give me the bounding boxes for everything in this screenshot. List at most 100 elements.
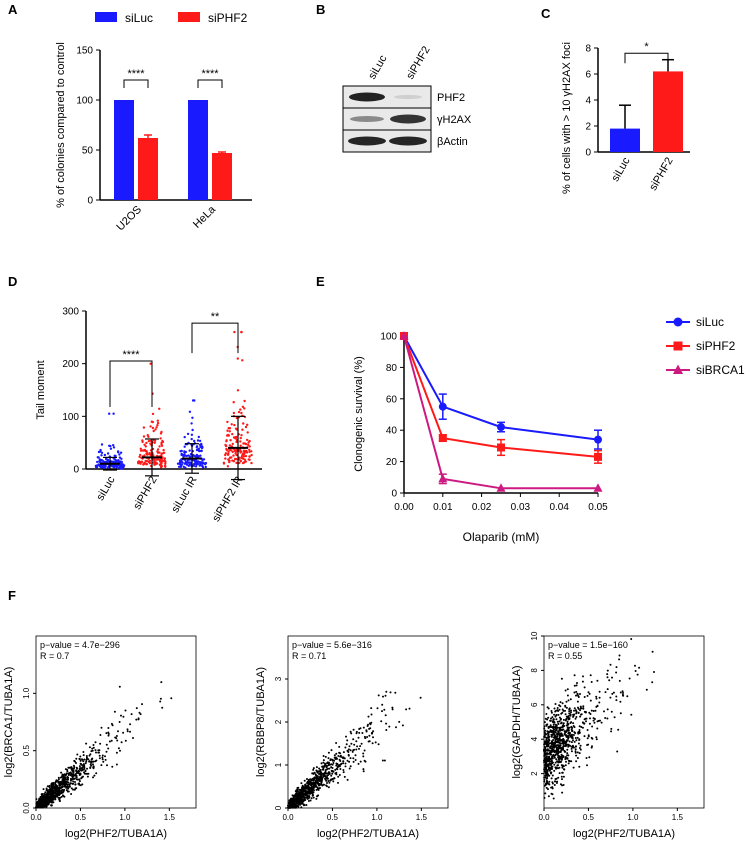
data-point (575, 694, 577, 697)
data-point (550, 772, 552, 775)
y-tick-label: 1 (274, 762, 283, 767)
data-point (162, 448, 165, 452)
data-point (302, 804, 305, 807)
data-point (560, 677, 563, 680)
data-point (556, 707, 559, 709)
data-point (160, 444, 164, 447)
data-point (71, 777, 74, 779)
data-point (325, 779, 328, 782)
data-point (572, 722, 575, 725)
data-point (634, 670, 637, 672)
data-point (95, 751, 97, 754)
x-tick-label: 0.0 (538, 813, 550, 822)
data-point (145, 462, 149, 466)
x-tick-label: siPHF2 IR (210, 474, 245, 523)
data-point (115, 751, 118, 754)
data-point (100, 726, 103, 729)
y-tick-label: 0 (391, 489, 397, 500)
data-point (228, 444, 232, 447)
data-point (101, 756, 104, 759)
data-point (609, 663, 612, 666)
data-point (76, 771, 78, 773)
data-point (94, 741, 97, 744)
data-point (309, 792, 311, 795)
data-point (67, 790, 70, 793)
data-point (561, 791, 564, 794)
data-point (554, 703, 557, 705)
data-point (550, 786, 553, 789)
data-point (87, 758, 90, 761)
data-point (353, 743, 356, 746)
data-point (556, 726, 559, 729)
data-point (543, 734, 546, 737)
data-point (588, 711, 591, 714)
bar-siLuc (610, 128, 640, 152)
data-point (195, 453, 199, 457)
data-point (543, 735, 546, 738)
data-point (204, 465, 207, 469)
data-point (562, 784, 565, 786)
data-point (224, 452, 228, 455)
y-tick-label: 1.0 (22, 687, 31, 699)
data-point (568, 733, 571, 736)
data-point (352, 760, 355, 763)
data-point (594, 709, 597, 712)
data-point (244, 425, 248, 429)
data-point (546, 732, 549, 735)
data-point (564, 709, 566, 712)
data-point (358, 728, 361, 730)
data-point (556, 744, 559, 747)
data-point (83, 766, 86, 769)
data-point (69, 766, 72, 769)
data-point (120, 714, 122, 717)
data-point (235, 461, 238, 465)
data-point (307, 792, 310, 795)
data-point (227, 458, 230, 461)
data-point (603, 710, 605, 713)
data-point (619, 691, 622, 694)
data-point (544, 740, 547, 743)
data-point (287, 806, 290, 809)
data-point (328, 773, 331, 775)
data-point (596, 705, 599, 708)
data-point (545, 738, 548, 741)
data-point (77, 769, 80, 772)
data-point (44, 805, 46, 807)
data-point (554, 715, 557, 718)
comparison-bracket (624, 52, 669, 64)
data-point (82, 751, 85, 753)
data-point (575, 760, 578, 763)
data-point (565, 760, 567, 763)
data-point (306, 786, 309, 789)
data-point (289, 801, 292, 804)
x-axis-label: Olaparib (mM) (463, 530, 540, 544)
data-point (349, 757, 352, 760)
data-point (129, 730, 131, 733)
data-point (555, 724, 558, 727)
data-point (575, 716, 578, 718)
data-point (575, 739, 578, 742)
data-point (94, 465, 98, 468)
data-point (38, 801, 41, 804)
data-point (45, 787, 48, 790)
data-point (362, 752, 365, 755)
data-point (544, 792, 547, 795)
data-point (335, 742, 338, 744)
data-point (343, 775, 346, 778)
data-point (71, 769, 74, 772)
data-point (48, 799, 50, 802)
legend-swatch-siLuc (95, 12, 117, 22)
data-point (327, 757, 330, 760)
data-point (571, 736, 573, 739)
data-point (588, 692, 591, 695)
data-point (578, 729, 581, 731)
data-point (122, 731, 125, 734)
data-point (319, 769, 322, 771)
y-tick-label: 0 (274, 805, 283, 810)
data-point (102, 464, 105, 468)
data-point (574, 717, 577, 720)
data-point (610, 730, 613, 733)
data-point (317, 789, 320, 791)
data-point (615, 695, 618, 698)
data-point (588, 756, 591, 759)
